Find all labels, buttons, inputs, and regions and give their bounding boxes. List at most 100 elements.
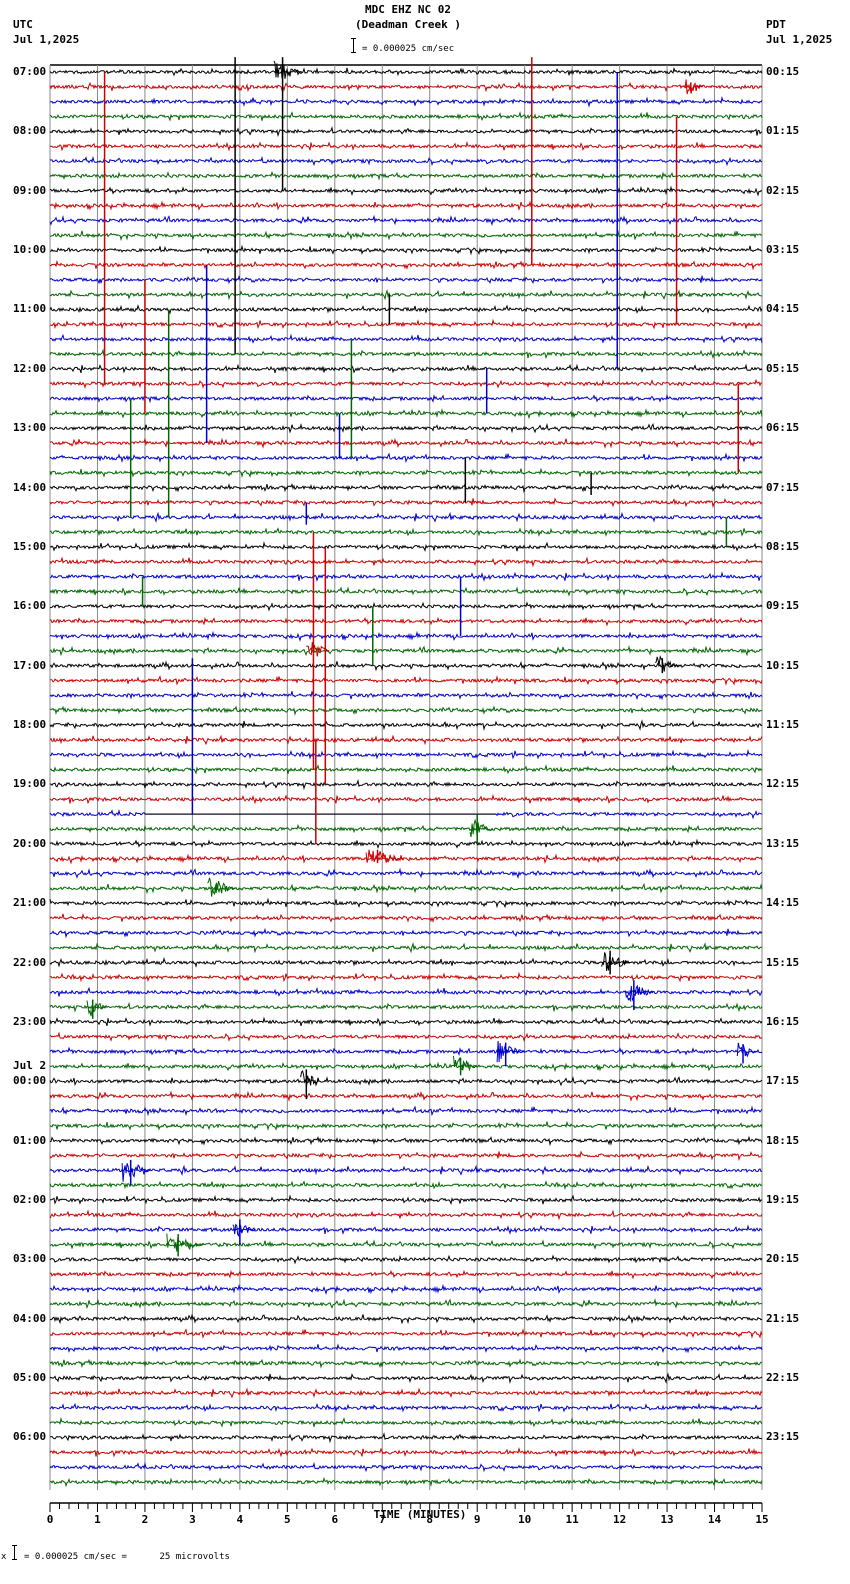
pdt-hour-label: 21:15 [766,1311,800,1325]
right-timezone: PDT [766,18,786,31]
trace-row [49,1120,763,1132]
trace-row [49,897,763,909]
trace-row [49,111,763,122]
pdt-hour-label: 02:15 [766,183,800,197]
trace-row [50,95,763,108]
trace-row [49,1180,763,1191]
trace-row [49,853,763,865]
trace-row [49,556,763,568]
trace-row [49,1446,763,1458]
x-tick-label: 0 [46,1513,54,1526]
utc-hour-label: 23:00 [13,1014,47,1028]
trace-row [49,1298,763,1310]
trace-row [49,482,763,494]
trace-row [49,763,763,775]
trace-row [49,259,763,271]
utc-hour-label: 16:00 [13,599,47,613]
utc-hour-label: 13:00 [13,421,47,435]
utc-hour-label: 22:00 [13,955,47,969]
utc-hour-label: 01:00 [13,1133,47,1147]
x-tick-label: 3 [189,1513,196,1526]
trace-row [49,660,763,672]
trace-row [49,1387,763,1399]
trace-row [49,1461,763,1473]
trace-row [49,705,763,716]
trace-row [49,616,763,627]
utc-hour-label: 04:00 [13,1311,47,1325]
trace-row [49,437,763,449]
x-tick-label: 6 [331,1513,339,1526]
utc-hour-label: 14:00 [13,480,47,494]
trace-row [49,1372,763,1384]
pdt-hour-label: 22:15 [766,1371,800,1385]
pdt-hour-label: 07:15 [766,480,800,494]
trace-row [49,1075,763,1087]
trace-row [49,586,763,597]
trace-row [49,1254,763,1265]
trace-row [49,690,763,701]
trace-row [49,1090,763,1102]
trace-row [49,1164,763,1177]
trace-row [49,408,763,420]
trace-row [49,422,763,434]
utc-hour-label: 19:00 [13,777,47,791]
right-date: Jul 1,2025 [766,33,833,46]
trace-row [49,986,763,997]
trace-row [49,927,763,939]
utc-hour-label: 07:00 [13,65,47,78]
utc-hour-label: 12:00 [13,361,47,375]
trace-row [49,527,763,537]
trace-row [49,645,763,657]
trace-row [49,126,763,138]
pdt-hour-label: 05:15 [766,361,800,375]
pdt-hour-label: 08:15 [766,539,800,553]
pdt-hour-label: 18:15 [766,1133,800,1147]
pdt-hour-label: 10:15 [766,658,800,672]
utc-hour-label: 11:00 [13,302,47,316]
trace-row [49,1328,763,1339]
x-tick-label: 2 [141,1513,149,1526]
trace-row [49,571,763,582]
trace-row [49,214,763,227]
trace-row [49,1016,763,1027]
trace-row [49,912,763,924]
trace-row [49,1402,763,1413]
utc-hour-label: 21:00 [13,896,47,910]
trace-row [49,185,763,197]
utc-hour-label: 18:00 [13,718,47,732]
utc-hour-label: 06:00 [13,1430,47,1444]
trace-row [49,1313,763,1325]
trace-row [49,394,763,404]
pdt-hour-label: 14:15 [766,896,800,910]
pdt-hour-label: 19:15 [766,1193,800,1206]
trace-row [49,630,763,642]
trace-row [49,66,763,77]
trace-row [49,1283,763,1296]
pdt-hour-label: 09:15 [766,599,800,613]
x-tick-label: 11 [565,1513,579,1526]
utc-hour-label: 17:00 [13,658,47,672]
trace-row [50,601,763,612]
footer-scale-text: = 0.000025 cm/sec = 25 microvolts [24,1552,230,1562]
date-change-label: Jul 2 [13,1059,47,1073]
trace-row [49,823,763,834]
x-tick-label: 12 [612,1513,627,1526]
trace-row [49,1269,763,1280]
pdt-hour-label: 04:15 [766,302,800,316]
x-tick-label: 13 [660,1513,674,1526]
trace-row [49,675,763,686]
trace-row [49,1031,763,1042]
trace-row [49,867,763,880]
trace-row [49,1135,763,1147]
x-axis-label: TIME (MINUTES) [373,1508,467,1521]
station-title: MDC EHZ NC 02 [364,3,452,16]
trace-row [49,81,763,93]
x-tick-label: 15 [755,1513,769,1526]
trace-row [49,452,763,464]
pdt-hour-label: 23:15 [766,1430,800,1444]
trace-row [49,274,763,285]
pdt-hour-label: 11:15 [766,718,800,732]
x-tick-label: 14 [707,1513,722,1526]
trace-row [49,467,763,479]
x-tick-label: 10 [518,1513,532,1526]
